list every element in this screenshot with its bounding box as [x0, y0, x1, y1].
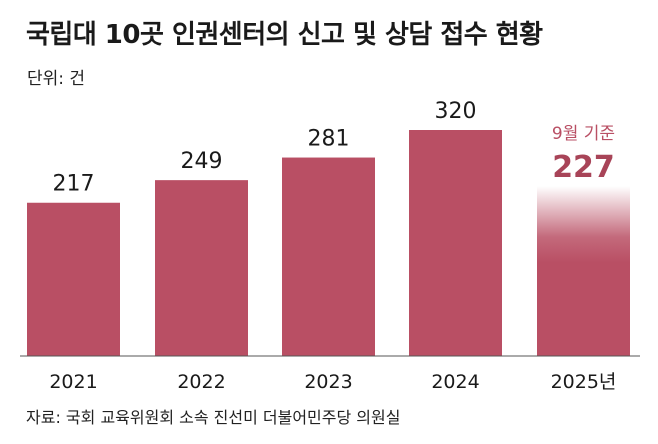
category-label-2023: 2023 [304, 371, 352, 393]
value-label-2023: 281 [308, 127, 350, 152]
chart-title: 국립대 10곳 인권센터의 신고 및 상담 접수 현황 [26, 20, 543, 50]
value-label-2025년: 227 [552, 150, 615, 185]
category-label-2025년: 2025년 [551, 371, 617, 393]
value-label-2021: 217 [53, 172, 95, 197]
value-label-2022: 249 [181, 149, 223, 174]
value-label-2024: 320 [435, 99, 477, 124]
category-label-2021: 2021 [49, 371, 97, 393]
unit-label: 단위: 건 [27, 69, 86, 89]
bar-2025년 [537, 186, 630, 356]
category-label-2024: 2024 [431, 371, 479, 393]
bar-2023 [282, 157, 375, 356]
annotation-label: 9월 기준 [552, 124, 615, 144]
bar-2022 [155, 180, 248, 356]
bar-2021 [27, 202, 120, 356]
category-label-2022: 2022 [177, 371, 225, 393]
source-note: 자료: 국회 교육위원회 소속 진선미 더불어민주당 의원실 [26, 408, 401, 427]
bar-2024 [409, 130, 502, 356]
